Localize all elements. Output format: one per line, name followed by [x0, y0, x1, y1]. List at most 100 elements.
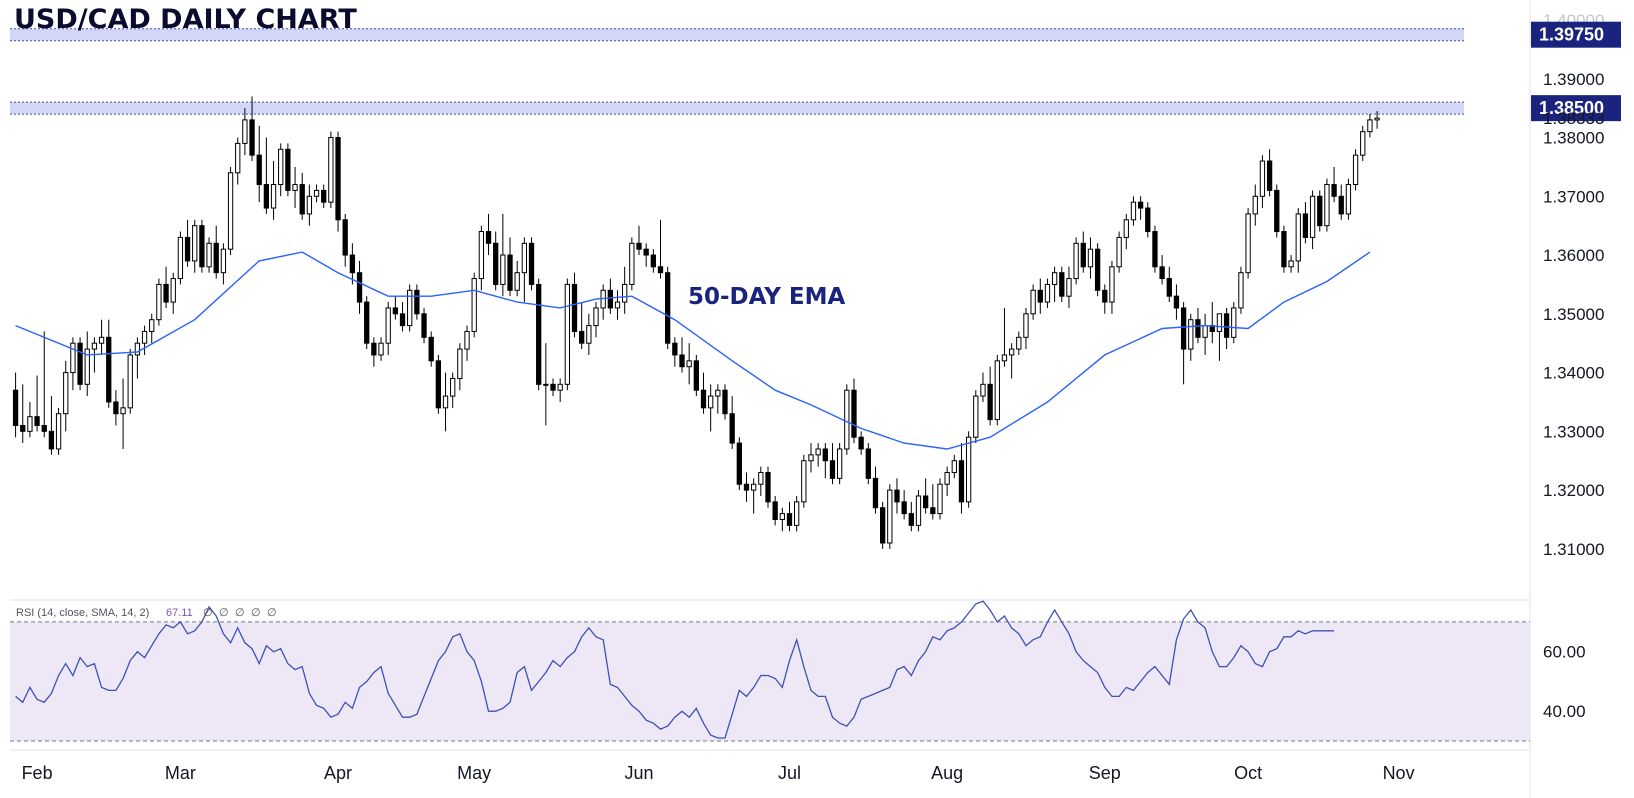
candle-body [1238, 272, 1244, 309]
level-band-1[interactable] [10, 102, 1464, 115]
candle-body [858, 436, 864, 450]
candle-body [1223, 313, 1230, 338]
candle-body [321, 189, 327, 203]
candle-body [1016, 336, 1022, 350]
price-tick-1: 1.32000 [1543, 481, 1604, 500]
candle-body [987, 383, 993, 421]
candle-body [199, 225, 205, 268]
candle-body [879, 507, 886, 544]
candle-body [579, 330, 585, 344]
price-tick-4: 1.35000 [1543, 305, 1604, 324]
candle-body [399, 313, 406, 327]
rsi-legend-value: 67.11 [166, 607, 193, 619]
candle-body [70, 342, 76, 374]
candle-body [1051, 272, 1058, 285]
time-tick-apr: Apr [324, 763, 352, 783]
price-tick-6: 1.37000 [1543, 187, 1604, 206]
candle-body [679, 354, 685, 368]
time-tick-nov: Nov [1383, 763, 1415, 783]
candle-body [1188, 319, 1194, 350]
candle-body [622, 283, 628, 303]
candle-body [887, 489, 893, 544]
candle-body [1145, 207, 1151, 233]
candle-body [20, 424, 26, 432]
time-tick-aug: Aug [931, 763, 963, 783]
candle-body [285, 148, 291, 191]
candle-body [994, 360, 1000, 421]
candle-body [801, 460, 807, 503]
candle-body [1367, 119, 1373, 133]
price-tick-7: 1.38000 [1543, 129, 1604, 148]
candle-body [1008, 348, 1015, 356]
candle-body [48, 430, 55, 450]
candle-body [851, 389, 857, 438]
candle-body [184, 236, 191, 262]
candle-body [758, 471, 764, 485]
candle-body [1044, 283, 1051, 303]
candle-body [392, 307, 399, 315]
candle-body [27, 416, 33, 432]
time-tick-may: May [457, 763, 491, 783]
price-tick-8: 1.39000 [1543, 70, 1604, 89]
candle-body [844, 389, 850, 450]
candle-body [736, 442, 742, 485]
candle-body [1180, 307, 1187, 350]
candle-body [958, 460, 965, 503]
candle-body [306, 195, 313, 215]
candle-body [249, 119, 255, 156]
price-tick-0: 1.31000 [1543, 540, 1604, 559]
horizontal-levels[interactable] [10, 28, 1464, 115]
rsi-legend-placeholder-1: ∅ [203, 607, 213, 619]
candle-body [786, 513, 793, 526]
candle-body [1116, 236, 1122, 268]
candle-body [1352, 154, 1359, 186]
candle-body [1216, 313, 1223, 332]
level-label-0: 1.39750 [1539, 25, 1604, 45]
candle-body [1281, 231, 1287, 268]
candle-body [973, 395, 979, 438]
candle-body [1137, 201, 1144, 209]
candle-body [779, 513, 785, 520]
rsi-line [15, 600, 1335, 739]
candle-body [450, 377, 456, 397]
candle-body [77, 342, 83, 385]
chart-title: USD/CAD DAILY CHART [14, 4, 357, 35]
candle-body [227, 172, 234, 250]
level-band-0[interactable] [10, 28, 1464, 41]
candle-body [1073, 242, 1079, 280]
candle-body [1102, 289, 1108, 303]
rsi-tick-0: 60.00 [1543, 643, 1586, 662]
candle-body [84, 348, 90, 385]
candle-body [636, 242, 642, 250]
candle-body [156, 283, 162, 321]
candle-body [528, 242, 535, 285]
rsi-legend-placeholder-2: ∅ [219, 607, 229, 619]
rsi-legend-placeholder-3: ∅ [235, 607, 245, 619]
ema-annotation: 50-DAY EMA [688, 284, 846, 310]
candle-body [1030, 289, 1036, 315]
candle-body [693, 360, 699, 391]
candle-body [292, 184, 298, 191]
candle-body [485, 231, 492, 244]
candle-body [908, 513, 914, 526]
candle-body [521, 242, 528, 274]
candle-body [629, 242, 635, 285]
rsi-legend-name: RSI (14, close, SMA, 14, 2) [16, 607, 149, 619]
candle-body [1123, 219, 1129, 238]
candle-body [220, 248, 227, 274]
time-tick-sep: Sep [1089, 763, 1121, 783]
candle-body [299, 184, 305, 215]
candle-body [872, 477, 879, 509]
candle-body [278, 148, 284, 186]
candle-body [1166, 278, 1172, 297]
price-tick-3: 1.34000 [1543, 364, 1604, 383]
candle-body [263, 184, 270, 209]
candle-body [1023, 313, 1029, 338]
candle-body [464, 330, 470, 350]
candle-body [371, 342, 377, 356]
candle-body [765, 471, 771, 503]
candle-body [106, 336, 112, 403]
candle-body [829, 460, 836, 479]
time-tick-oct: Oct [1234, 763, 1262, 783]
